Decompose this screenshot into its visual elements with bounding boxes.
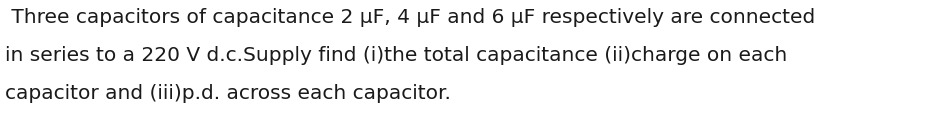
Text: Three capacitors of capacitance 2 μF, 4 μF and 6 μF respectively are connected: Three capacitors of capacitance 2 μF, 4 … <box>5 8 814 27</box>
Text: capacitor and (iii)p.d. across each capacitor.: capacitor and (iii)p.d. across each capa… <box>5 84 450 104</box>
Text: in series to a 220 V d.c.Supply find (i)the total capacitance (ii)charge on each: in series to a 220 V d.c.Supply find (i)… <box>5 46 786 65</box>
